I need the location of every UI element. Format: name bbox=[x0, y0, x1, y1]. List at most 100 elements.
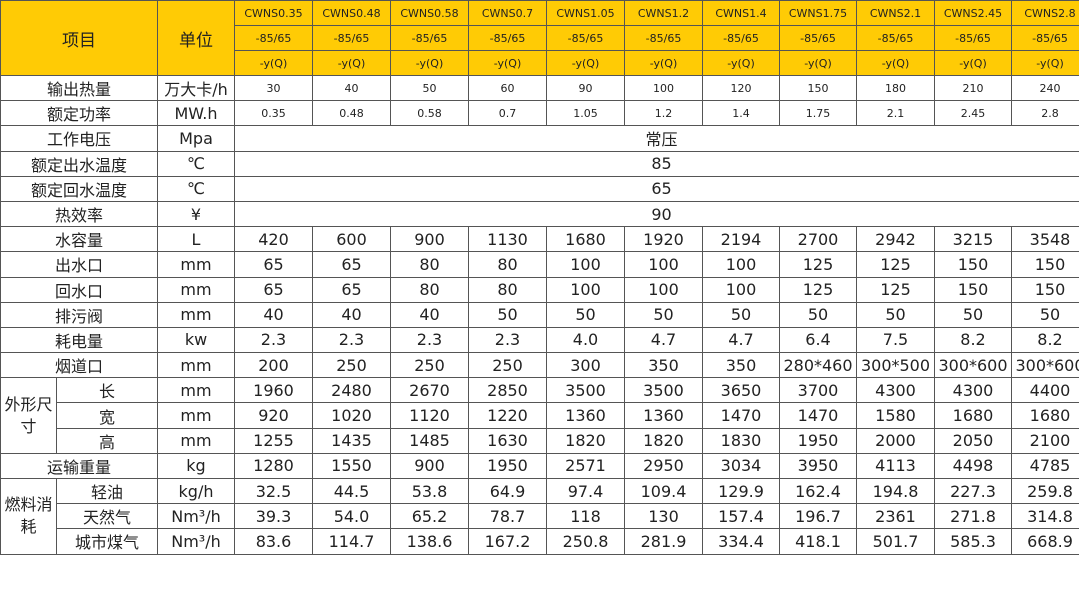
model-pressure-cell: -85/65 bbox=[779, 25, 857, 51]
value-cell: 0.7 bbox=[468, 100, 547, 127]
value-cell: 227.3 bbox=[934, 477, 1012, 505]
value-cell: 1960 bbox=[234, 377, 313, 404]
value-cell: 50 bbox=[624, 301, 703, 328]
value-cell: 3034 bbox=[702, 452, 780, 480]
value-cell: 4400 bbox=[1011, 377, 1079, 404]
value-cell: 300*600 bbox=[1011, 352, 1079, 379]
value-cell: 2950 bbox=[624, 452, 703, 480]
value-cell: 7.5 bbox=[856, 326, 935, 354]
model-type-cell: -y(Q) bbox=[702, 50, 780, 76]
spec-row: 排污阀 mm 40 40 40 50 50 50 50 50 50 50 50 bbox=[0, 301, 1079, 328]
value-cell: 1.05 bbox=[546, 100, 625, 127]
row-sub-label: 城市煤气 bbox=[56, 528, 158, 555]
row-label: 水容量 bbox=[0, 226, 158, 253]
value-cell: 1680 bbox=[934, 402, 1012, 429]
value-cell: 420 bbox=[234, 226, 313, 253]
model-type-cell: -y(Q) bbox=[779, 50, 857, 76]
value-cell: 4113 bbox=[856, 452, 935, 480]
row-label: 出水口 bbox=[0, 251, 158, 278]
value-cell: 150 bbox=[1011, 276, 1079, 303]
value-cell: 2.1 bbox=[856, 100, 935, 127]
value-cell: 150 bbox=[934, 276, 1012, 303]
value-cell: 350 bbox=[702, 352, 780, 379]
row-unit: MW.h bbox=[157, 100, 235, 127]
value-cell: 2571 bbox=[546, 452, 625, 480]
spec-row: 耗电量 kw 2.3 2.3 2.3 2.3 4.0 4.7 4.7 6.4 7.5 8.2 8.2 bbox=[0, 326, 1079, 354]
value-cell: 240 bbox=[1011, 74, 1079, 102]
value-cell: 1255 bbox=[234, 427, 313, 454]
model-name-cell: CWNS2.1 bbox=[856, 0, 935, 26]
model-type-cell: -y(Q) bbox=[856, 50, 935, 76]
model-name-cell: CWNS1.75 bbox=[779, 0, 857, 26]
value-cell: 1820 bbox=[546, 427, 625, 454]
model-type-cell: -y(Q) bbox=[234, 50, 313, 76]
value-cell: 100 bbox=[624, 276, 703, 303]
value-cell: 0.35 bbox=[234, 100, 313, 127]
value-cell: 2670 bbox=[390, 377, 469, 404]
value-cell: 2850 bbox=[468, 377, 547, 404]
model-name-cell: CWNS1.4 bbox=[702, 0, 780, 26]
spec-row: 额定功率 MW.h 0.35 0.48 0.58 0.7 1.05 1.2 1.4 1.75 2.1… bbox=[0, 100, 1079, 127]
value-cell: 3500 bbox=[624, 377, 703, 404]
value-cell: 2000 bbox=[856, 427, 935, 454]
value-cell: 3950 bbox=[779, 452, 857, 480]
spec-row: 热效率 ¥90 bbox=[0, 200, 1079, 228]
value-cell: 50 bbox=[1011, 301, 1079, 328]
value-cell: 6.4 bbox=[779, 326, 857, 354]
value-cell: 1550 bbox=[312, 452, 391, 480]
value-cell: 4498 bbox=[934, 452, 1012, 480]
model-pressure-cell: -85/65 bbox=[312, 25, 391, 51]
value-cell: 30 bbox=[234, 74, 313, 102]
value-cell: 125 bbox=[779, 251, 857, 278]
row-label: 排污阀 bbox=[0, 301, 158, 328]
value-cell: 271.8 bbox=[934, 503, 1012, 530]
row-unit: L bbox=[157, 226, 235, 253]
value-cell: 210 bbox=[934, 74, 1012, 102]
value-cell: 1820 bbox=[624, 427, 703, 454]
model-pressure-cell: -85/65 bbox=[1011, 25, 1079, 51]
row-group-label: 燃料消耗 bbox=[0, 478, 57, 555]
value-cell: 250 bbox=[468, 352, 547, 379]
row-unit: 万大卡/h bbox=[157, 74, 235, 102]
header-item-label: 项目 bbox=[0, 0, 158, 76]
value-cell: 1920 bbox=[624, 226, 703, 253]
value-cell: 900 bbox=[390, 226, 469, 253]
value-cell: 600 bbox=[312, 226, 391, 253]
value-cell: 138.6 bbox=[390, 528, 469, 555]
value-cell: 1630 bbox=[468, 427, 547, 454]
value-cell: 1220 bbox=[468, 402, 547, 429]
value-cell: 150 bbox=[1011, 251, 1079, 278]
value-cell: 3215 bbox=[934, 226, 1012, 253]
model-name-cell: CWNS0.7 bbox=[468, 0, 547, 26]
model-pressure-cell: -85/65 bbox=[624, 25, 703, 51]
row-unit: mm bbox=[157, 301, 235, 328]
value-cell: 64.9 bbox=[468, 477, 547, 505]
value-cell: 1.2 bbox=[624, 100, 703, 127]
model-type-cell: -y(Q) bbox=[546, 50, 625, 76]
value-cell: 2.8 bbox=[1011, 100, 1079, 127]
value-cell: 2480 bbox=[312, 377, 391, 404]
value-cell: 125 bbox=[856, 276, 935, 303]
value-cell: 65 bbox=[312, 251, 391, 278]
value-cell: 40 bbox=[390, 301, 469, 328]
value-cell: 1120 bbox=[390, 402, 469, 429]
value-cell: 50 bbox=[546, 301, 625, 328]
value-cell: 2.3 bbox=[312, 326, 391, 354]
value-cell: 50 bbox=[702, 301, 780, 328]
row-label: 烟道口 bbox=[0, 352, 158, 379]
model-pressure-cell: -85/65 bbox=[234, 25, 313, 51]
value-cell: 1470 bbox=[779, 402, 857, 429]
model-type-cell: -y(Q) bbox=[390, 50, 469, 76]
value-cell: 334.4 bbox=[702, 528, 780, 555]
value-cell: 1.75 bbox=[779, 100, 857, 127]
spec-row: 额定回水温度 ℃ 65 bbox=[0, 175, 1079, 202]
value-cell: 3548 bbox=[1011, 226, 1079, 253]
value-cell: 1680 bbox=[546, 226, 625, 253]
value-cell: 125 bbox=[779, 276, 857, 303]
value-cell: 920 bbox=[234, 402, 313, 429]
row-unit: mm bbox=[157, 427, 235, 454]
value-cell: 300*600 bbox=[934, 352, 1012, 379]
spec-row: 工作电压 Mpa 常压 bbox=[0, 125, 1079, 152]
value-cell: 80 bbox=[390, 276, 469, 303]
value-cell: 2194 bbox=[702, 226, 780, 253]
